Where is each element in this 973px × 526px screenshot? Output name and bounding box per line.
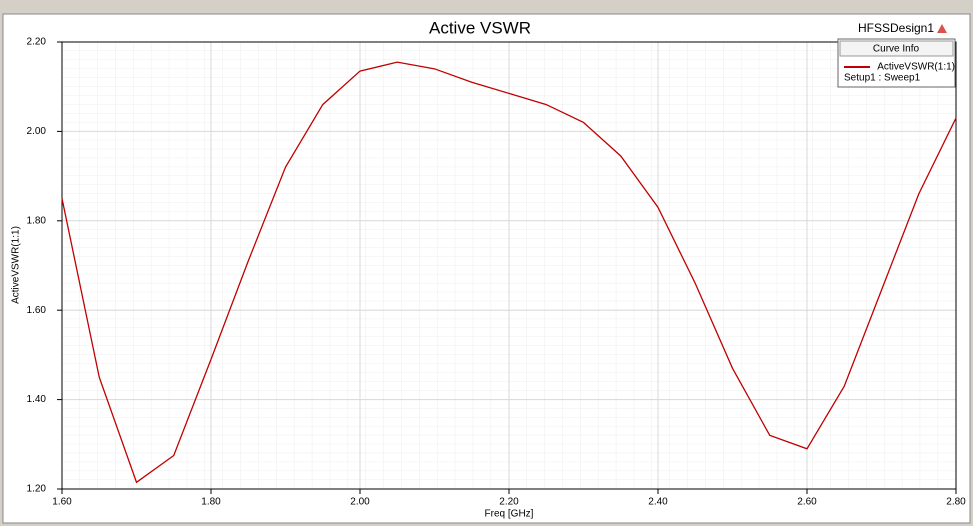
x-tick-label: 2.40 — [648, 497, 668, 508]
chart-title: Active VSWR — [429, 18, 531, 37]
design-icon — [937, 24, 947, 33]
legend-label: ActiveVSWR(1:1) — [877, 62, 955, 73]
x-tick-label: 2.60 — [797, 497, 817, 508]
y-tick-label: 1.60 — [27, 305, 47, 316]
x-tick-label: 2.80 — [946, 497, 966, 508]
legend-header — [839, 40, 954, 57]
y-tick-label: 2.00 — [27, 126, 47, 137]
y-tick-label: 2.20 — [27, 37, 47, 48]
y-tick-label: 1.20 — [27, 484, 47, 495]
x-tick-label: 2.20 — [499, 497, 519, 508]
y-tick-label: 1.80 — [27, 215, 47, 226]
x-tick-label: 1.80 — [201, 497, 221, 508]
data-line — [61, 61, 957, 484]
x-tick-label: 2.00 — [350, 497, 370, 508]
y-axis-label: ActiveVSWR(1:1) — [11, 226, 22, 304]
x-axis-label: Freq [GHz] — [485, 509, 534, 520]
legend-title: Curve Info — [873, 44, 920, 55]
legend-setup: Setup1 : Sweep1 — [844, 73, 921, 84]
design-name: HFSSDesign1 — [858, 21, 934, 35]
x-tick-label: 1.60 — [52, 497, 72, 508]
y-tick-label: 1.40 — [27, 394, 47, 405]
